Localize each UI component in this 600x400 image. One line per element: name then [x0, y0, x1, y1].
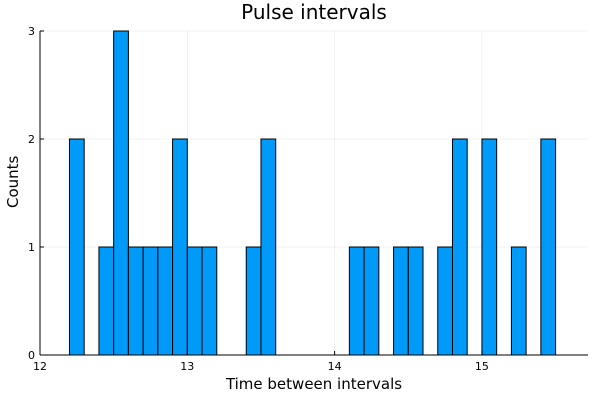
histogram-bar [481, 138, 498, 356]
histogram-bar [113, 30, 129, 356]
x-axis-label: Time between intervals [225, 375, 403, 393]
histogram-bar [451, 138, 468, 356]
x-tick-label: 15 [475, 360, 489, 373]
y-axis-label: Counts [4, 155, 22, 208]
histogram-bar [201, 246, 218, 356]
histogram-bar [142, 246, 159, 356]
x-tick-label: 14 [328, 360, 342, 373]
y-tick-label: 0 [28, 349, 35, 362]
histogram-bar [186, 246, 203, 356]
x-tick-label: 12 [33, 360, 47, 373]
histogram-bar [363, 246, 380, 356]
histogram-bar [68, 138, 85, 356]
histogram-bar [407, 246, 424, 356]
y-tick-label: 1 [28, 241, 35, 254]
histogram-bar [172, 138, 188, 356]
histogram-bar [540, 138, 557, 356]
histogram-bar [393, 246, 409, 356]
x-tick-label: 13 [180, 360, 194, 373]
histogram-bar [348, 246, 365, 356]
chart-title: Pulse intervals [241, 0, 387, 24]
histogram-bar [157, 246, 174, 356]
histogram-bar [260, 138, 277, 356]
histogram-bar [437, 246, 453, 356]
histogram-bar [510, 246, 527, 356]
histogram-bar [245, 246, 262, 356]
y-tick-label: 2 [28, 133, 35, 146]
y-tick-label: 3 [28, 25, 35, 38]
histogram-bar [127, 246, 144, 356]
histogram-bar [98, 246, 115, 356]
